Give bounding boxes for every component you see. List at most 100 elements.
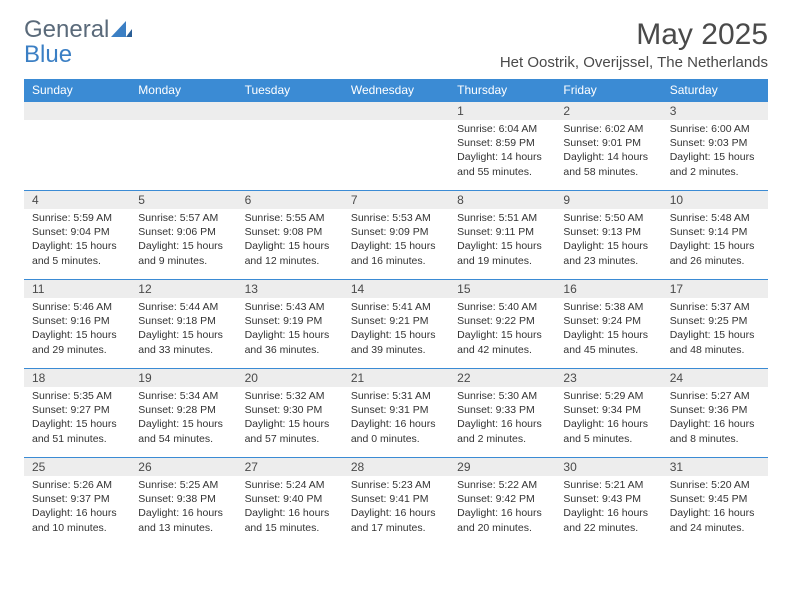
sunset-text: Sunset: 9:22 PM — [457, 314, 547, 328]
dayname-sunday: Sunday — [24, 79, 130, 101]
day-cell: 6Sunrise: 5:55 AMSunset: 9:08 PMDaylight… — [237, 191, 343, 279]
day-cell: 2Sunrise: 6:02 AMSunset: 9:01 PMDaylight… — [555, 102, 661, 190]
day-cell: 30Sunrise: 5:21 AMSunset: 9:43 PMDayligh… — [555, 458, 661, 546]
day-details: Sunrise: 5:53 AMSunset: 9:09 PMDaylight:… — [343, 209, 449, 272]
day-number — [24, 102, 130, 120]
day-number: 22 — [449, 369, 555, 387]
dayname-saturday: Saturday — [662, 79, 768, 101]
sunrise-text: Sunrise: 5:48 AM — [670, 211, 760, 225]
day-details: Sunrise: 5:38 AMSunset: 9:24 PMDaylight:… — [555, 298, 661, 361]
sunrise-text: Sunrise: 5:30 AM — [457, 389, 547, 403]
daylight-text: Daylight: 16 hours and 15 minutes. — [245, 506, 335, 534]
day-cell: 25Sunrise: 5:26 AMSunset: 9:37 PMDayligh… — [24, 458, 130, 546]
day-details: Sunrise: 6:04 AMSunset: 8:59 PMDaylight:… — [449, 120, 555, 183]
daylight-text: Daylight: 16 hours and 17 minutes. — [351, 506, 441, 534]
sunset-text: Sunset: 9:25 PM — [670, 314, 760, 328]
sunset-text: Sunset: 9:13 PM — [563, 225, 653, 239]
day-details: Sunrise: 6:02 AMSunset: 9:01 PMDaylight:… — [555, 120, 661, 183]
sunrise-text: Sunrise: 6:00 AM — [670, 122, 760, 136]
day-number: 10 — [662, 191, 768, 209]
day-number: 17 — [662, 280, 768, 298]
day-cell: 12Sunrise: 5:44 AMSunset: 9:18 PMDayligh… — [130, 280, 236, 368]
sunrise-text: Sunrise: 5:22 AM — [457, 478, 547, 492]
day-cell: 31Sunrise: 5:20 AMSunset: 9:45 PMDayligh… — [662, 458, 768, 546]
sunrise-text: Sunrise: 5:46 AM — [32, 300, 122, 314]
day-number: 15 — [449, 280, 555, 298]
day-cell: 29Sunrise: 5:22 AMSunset: 9:42 PMDayligh… — [449, 458, 555, 546]
sunset-text: Sunset: 9:18 PM — [138, 314, 228, 328]
sunrise-text: Sunrise: 5:25 AM — [138, 478, 228, 492]
day-number: 25 — [24, 458, 130, 476]
day-number: 18 — [24, 369, 130, 387]
day-details: Sunrise: 5:46 AMSunset: 9:16 PMDaylight:… — [24, 298, 130, 361]
day-details: Sunrise: 5:24 AMSunset: 9:40 PMDaylight:… — [237, 476, 343, 539]
day-details: Sunrise: 5:29 AMSunset: 9:34 PMDaylight:… — [555, 387, 661, 450]
week-row: 4Sunrise: 5:59 AMSunset: 9:04 PMDaylight… — [24, 190, 768, 279]
week-row: 25Sunrise: 5:26 AMSunset: 9:37 PMDayligh… — [24, 457, 768, 546]
day-number: 26 — [130, 458, 236, 476]
sunset-text: Sunset: 9:36 PM — [670, 403, 760, 417]
day-number: 3 — [662, 102, 768, 120]
logo-text-blue: Blue — [24, 41, 72, 68]
sunset-text: Sunset: 9:01 PM — [563, 136, 653, 150]
day-number: 9 — [555, 191, 661, 209]
sunset-text: Sunset: 9:40 PM — [245, 492, 335, 506]
day-number: 24 — [662, 369, 768, 387]
day-details: Sunrise: 5:57 AMSunset: 9:06 PMDaylight:… — [130, 209, 236, 272]
week-row: 11Sunrise: 5:46 AMSunset: 9:16 PMDayligh… — [24, 279, 768, 368]
sunset-text: Sunset: 9:04 PM — [32, 225, 122, 239]
day-cell: 15Sunrise: 5:40 AMSunset: 9:22 PMDayligh… — [449, 280, 555, 368]
sunrise-text: Sunrise: 5:59 AM — [32, 211, 122, 225]
day-cell: 7Sunrise: 5:53 AMSunset: 9:09 PMDaylight… — [343, 191, 449, 279]
day-details — [343, 120, 449, 126]
sunrise-text: Sunrise: 5:35 AM — [32, 389, 122, 403]
day-number: 30 — [555, 458, 661, 476]
daylight-text: Daylight: 16 hours and 22 minutes. — [563, 506, 653, 534]
day-cell: 20Sunrise: 5:32 AMSunset: 9:30 PMDayligh… — [237, 369, 343, 457]
daylight-text: Daylight: 15 hours and 16 minutes. — [351, 239, 441, 267]
day-cell: 3Sunrise: 6:00 AMSunset: 9:03 PMDaylight… — [662, 102, 768, 190]
dayname-row: Sunday Monday Tuesday Wednesday Thursday… — [24, 79, 768, 101]
sunrise-text: Sunrise: 5:31 AM — [351, 389, 441, 403]
day-details: Sunrise: 5:22 AMSunset: 9:42 PMDaylight:… — [449, 476, 555, 539]
day-cell — [130, 102, 236, 190]
daylight-text: Daylight: 14 hours and 55 minutes. — [457, 150, 547, 178]
day-cell: 16Sunrise: 5:38 AMSunset: 9:24 PMDayligh… — [555, 280, 661, 368]
dayname-monday: Monday — [130, 79, 236, 101]
day-details — [237, 120, 343, 126]
day-details: Sunrise: 5:55 AMSunset: 9:08 PMDaylight:… — [237, 209, 343, 272]
sunrise-text: Sunrise: 5:23 AM — [351, 478, 441, 492]
day-number: 1 — [449, 102, 555, 120]
day-details: Sunrise: 5:43 AMSunset: 9:19 PMDaylight:… — [237, 298, 343, 361]
day-cell: 1Sunrise: 6:04 AMSunset: 8:59 PMDaylight… — [449, 102, 555, 190]
sunrise-text: Sunrise: 5:32 AM — [245, 389, 335, 403]
daylight-text: Daylight: 15 hours and 26 minutes. — [670, 239, 760, 267]
day-number: 23 — [555, 369, 661, 387]
daylight-text: Daylight: 16 hours and 2 minutes. — [457, 417, 547, 445]
sunrise-text: Sunrise: 5:24 AM — [245, 478, 335, 492]
day-cell — [343, 102, 449, 190]
sunset-text: Sunset: 9:30 PM — [245, 403, 335, 417]
sunset-text: Sunset: 9:19 PM — [245, 314, 335, 328]
sunrise-text: Sunrise: 5:50 AM — [563, 211, 653, 225]
day-details — [130, 120, 236, 126]
day-number: 6 — [237, 191, 343, 209]
week-row: 1Sunrise: 6:04 AMSunset: 8:59 PMDaylight… — [24, 101, 768, 190]
day-cell — [24, 102, 130, 190]
header: GeneralBlue May 2025 Het Oostrik, Overij… — [24, 18, 768, 71]
sunset-text: Sunset: 9:45 PM — [670, 492, 760, 506]
day-number: 21 — [343, 369, 449, 387]
sunrise-text: Sunrise: 5:38 AM — [563, 300, 653, 314]
sunset-text: Sunset: 9:21 PM — [351, 314, 441, 328]
day-number: 12 — [130, 280, 236, 298]
location: Het Oostrik, Overijssel, The Netherlands — [500, 54, 768, 71]
day-cell: 13Sunrise: 5:43 AMSunset: 9:19 PMDayligh… — [237, 280, 343, 368]
day-number: 7 — [343, 191, 449, 209]
sunset-text: Sunset: 9:09 PM — [351, 225, 441, 239]
dayname-wednesday: Wednesday — [343, 79, 449, 101]
day-details: Sunrise: 5:50 AMSunset: 9:13 PMDaylight:… — [555, 209, 661, 272]
day-number: 19 — [130, 369, 236, 387]
title-block: May 2025 Het Oostrik, Overijssel, The Ne… — [500, 18, 768, 71]
day-cell: 9Sunrise: 5:50 AMSunset: 9:13 PMDaylight… — [555, 191, 661, 279]
sunset-text: Sunset: 9:08 PM — [245, 225, 335, 239]
